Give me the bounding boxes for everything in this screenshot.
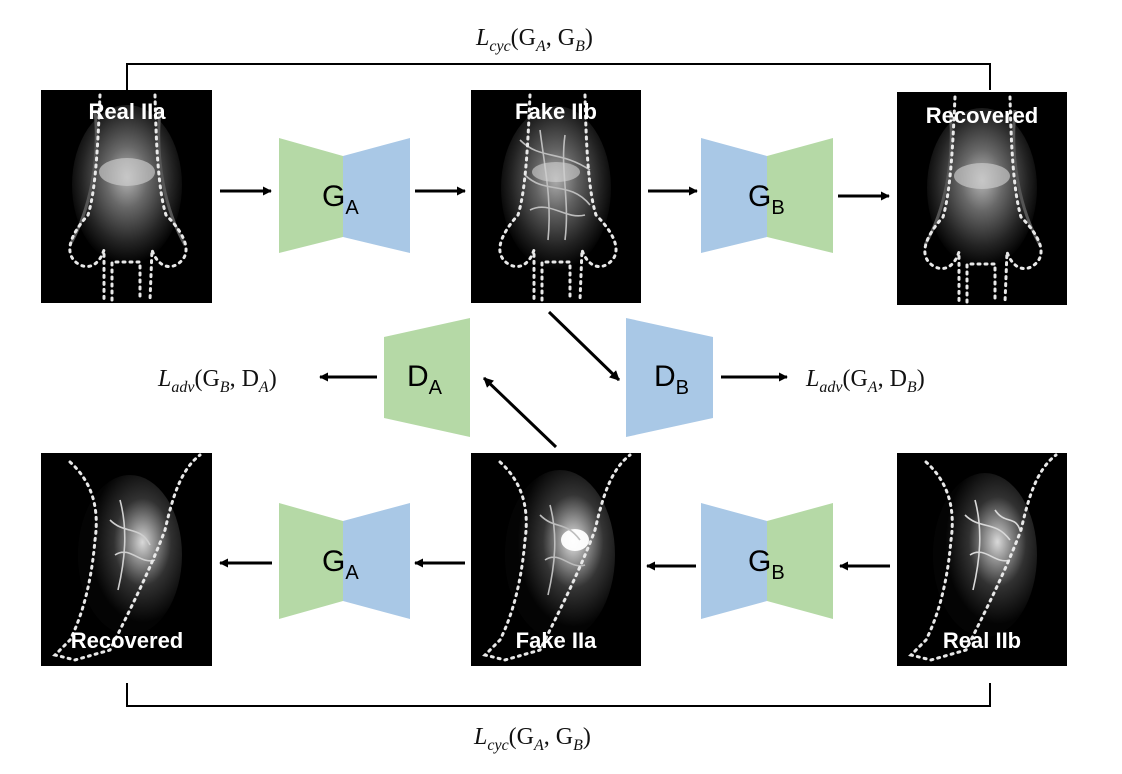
- panel-label-fake-iia: Fake IIa: [516, 628, 597, 653]
- image-panel-fake-iib: Fake IIb: [471, 90, 641, 303]
- generator-gb-bottom-label: GB: [748, 545, 785, 584]
- image-panel-real-iib: Real IIb: [897, 453, 1067, 666]
- image-panel-recovered-top: Recovered: [897, 92, 1067, 305]
- discriminator-da-label: DA: [407, 360, 443, 399]
- generator-ga-bottom: GA: [279, 503, 410, 619]
- arrow-fake-iib-to-db: [547, 310, 621, 382]
- panel-label-real-iib: Real IIb: [943, 628, 1021, 653]
- generator-ga-bottom-label: GA: [322, 545, 359, 584]
- image-panel-recovered-bottom: Recovered: [41, 453, 212, 666]
- discriminator-db-label: DB: [654, 360, 689, 399]
- cycle-loss-bracket-bottom: [126, 683, 991, 707]
- cycle-loss-label-top: Lcyc(GA, GB): [475, 25, 593, 55]
- discriminator-db: DB: [626, 318, 713, 437]
- image-panel-real-iia: Real IIa: [41, 90, 212, 303]
- generator-gb-top-label: GB: [748, 180, 785, 219]
- panel-label-real-iia: Real IIa: [88, 99, 166, 124]
- adv-loss-label-right: Ladv(GA, DB): [805, 366, 925, 396]
- generator-gb-bottom: GB: [701, 503, 833, 619]
- image-panel-fake-iia: Fake IIa: [471, 453, 641, 666]
- generator-gb-top: GB: [701, 138, 833, 253]
- generator-ga-top: GA: [279, 138, 410, 253]
- generator-ga-top-label: GA: [322, 180, 359, 219]
- panel-label-recovered-bottom: Recovered: [71, 628, 184, 653]
- discriminator-da: DA: [384, 318, 470, 437]
- arrow-fake-iia-to-da: [482, 376, 558, 449]
- cycle-loss-bracket-top: [126, 63, 991, 90]
- panel-label-fake-iib: Fake IIb: [515, 99, 597, 124]
- cycle-loss-label-bottom: Lcyc(GA, GB): [473, 724, 591, 754]
- adv-loss-label-left: Ladv(GB, DA): [157, 366, 277, 396]
- panel-label-recovered-top: Recovered: [926, 103, 1039, 128]
